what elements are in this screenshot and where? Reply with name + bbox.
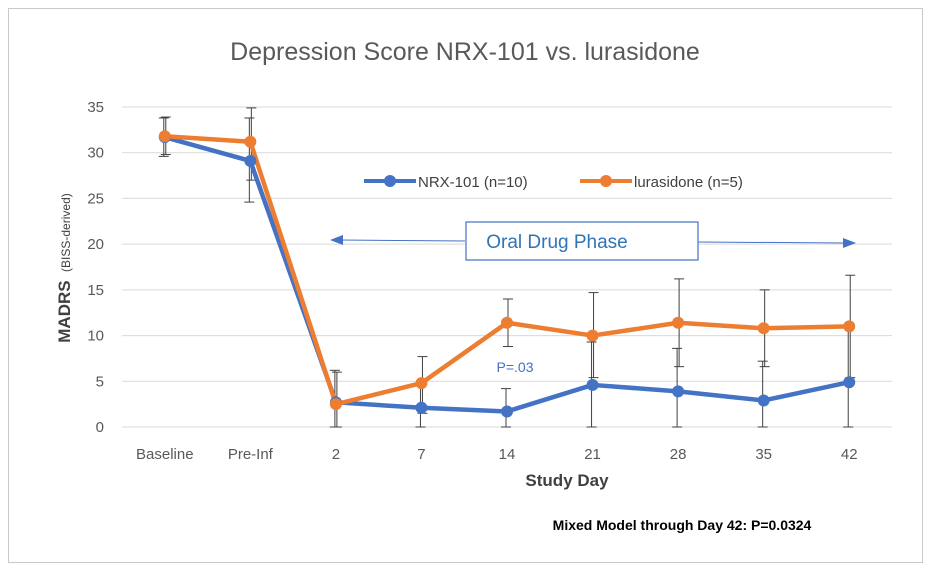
data-point-nrx101 (672, 385, 685, 398)
series-points (158, 130, 856, 418)
x-axis-label: Study Day (525, 471, 609, 490)
x-tick-label: 21 (584, 446, 601, 463)
data-point-lurasidone (415, 377, 428, 390)
data-point-lurasidone (501, 316, 513, 329)
error-bars (158, 107, 856, 428)
data-point-nrx101 (244, 154, 257, 167)
data-point-nrx101 (586, 378, 599, 391)
y-tick-label: 35 (87, 99, 104, 116)
data-point-nrx101 (843, 376, 856, 389)
footnote: Mixed Model through Day 42: P=0.0324 (553, 517, 812, 533)
y-tick-label: 30 (87, 145, 104, 162)
x-tick-label: Baseline (136, 446, 194, 463)
legend-marker-nrx101 (384, 175, 396, 187)
data-point-lurasidone (329, 398, 342, 411)
x-tick-label: 7 (417, 446, 425, 463)
legend-label-lurasidone: lurasidone (n=5) (634, 174, 743, 191)
legend: NRX-101 (n=10) lurasidone (n=5) (364, 174, 743, 191)
data-point-lurasidone (672, 316, 685, 329)
p-value-annotation: P=.03 (497, 359, 534, 375)
phase-indicator: Oral Drug Phase (330, 221, 856, 261)
y-tick-labels: 0 5 10 15 20 25 30 35 (87, 99, 104, 436)
x-tick-label: 35 (755, 446, 772, 463)
y-tick-label: 0 (96, 419, 104, 436)
data-point-nrx101 (501, 405, 513, 418)
legend-marker-lurasidone (600, 175, 612, 187)
x-tick-label: 2 (332, 446, 340, 463)
x-tick-label: 14 (499, 446, 516, 463)
data-point-lurasidone (757, 322, 770, 335)
data-point-nrx101 (757, 394, 770, 407)
chart-frame (8, 8, 923, 563)
y-tick-label: 15 (87, 282, 104, 299)
data-point-nrx101 (415, 401, 428, 414)
y-tick-label: 20 (87, 236, 104, 253)
data-point-lurasidone (586, 329, 599, 342)
data-point-lurasidone (158, 130, 171, 143)
phase-label-box (465, 221, 699, 261)
y-gridlines (122, 106, 892, 428)
data-point-lurasidone (244, 135, 257, 148)
x-tick-label: 28 (670, 446, 687, 463)
phase-arrow-right-shaft (697, 241, 847, 244)
x-tick-label: Pre-Inf (228, 446, 274, 463)
y-axis-label: MADRS (BISS-derived) (55, 193, 74, 343)
phase-arrow-right-head (843, 238, 856, 248)
y-axis-label-main: MADRS (55, 280, 74, 342)
x-tick-label: 42 (841, 446, 858, 463)
y-axis-label-sub: (BISS-derived) (59, 193, 73, 272)
y-tick-label: 25 (87, 190, 104, 207)
phase-arrow-left-shaft (339, 239, 466, 242)
legend-label-nrx101: NRX-101 (n=10) (418, 174, 528, 191)
y-tick-label: 5 (96, 373, 104, 390)
x-tick-labels: Baseline Pre-Inf 2 7 14 21 28 35 42 (136, 446, 858, 463)
chart-title: Depression Score NRX-101 vs. lurasidone (230, 38, 700, 66)
phase-label: Oral Drug Phase (486, 232, 628, 253)
y-tick-label: 10 (87, 328, 104, 345)
phase-arrow-left-head (330, 235, 343, 245)
data-point-lurasidone (843, 320, 856, 333)
